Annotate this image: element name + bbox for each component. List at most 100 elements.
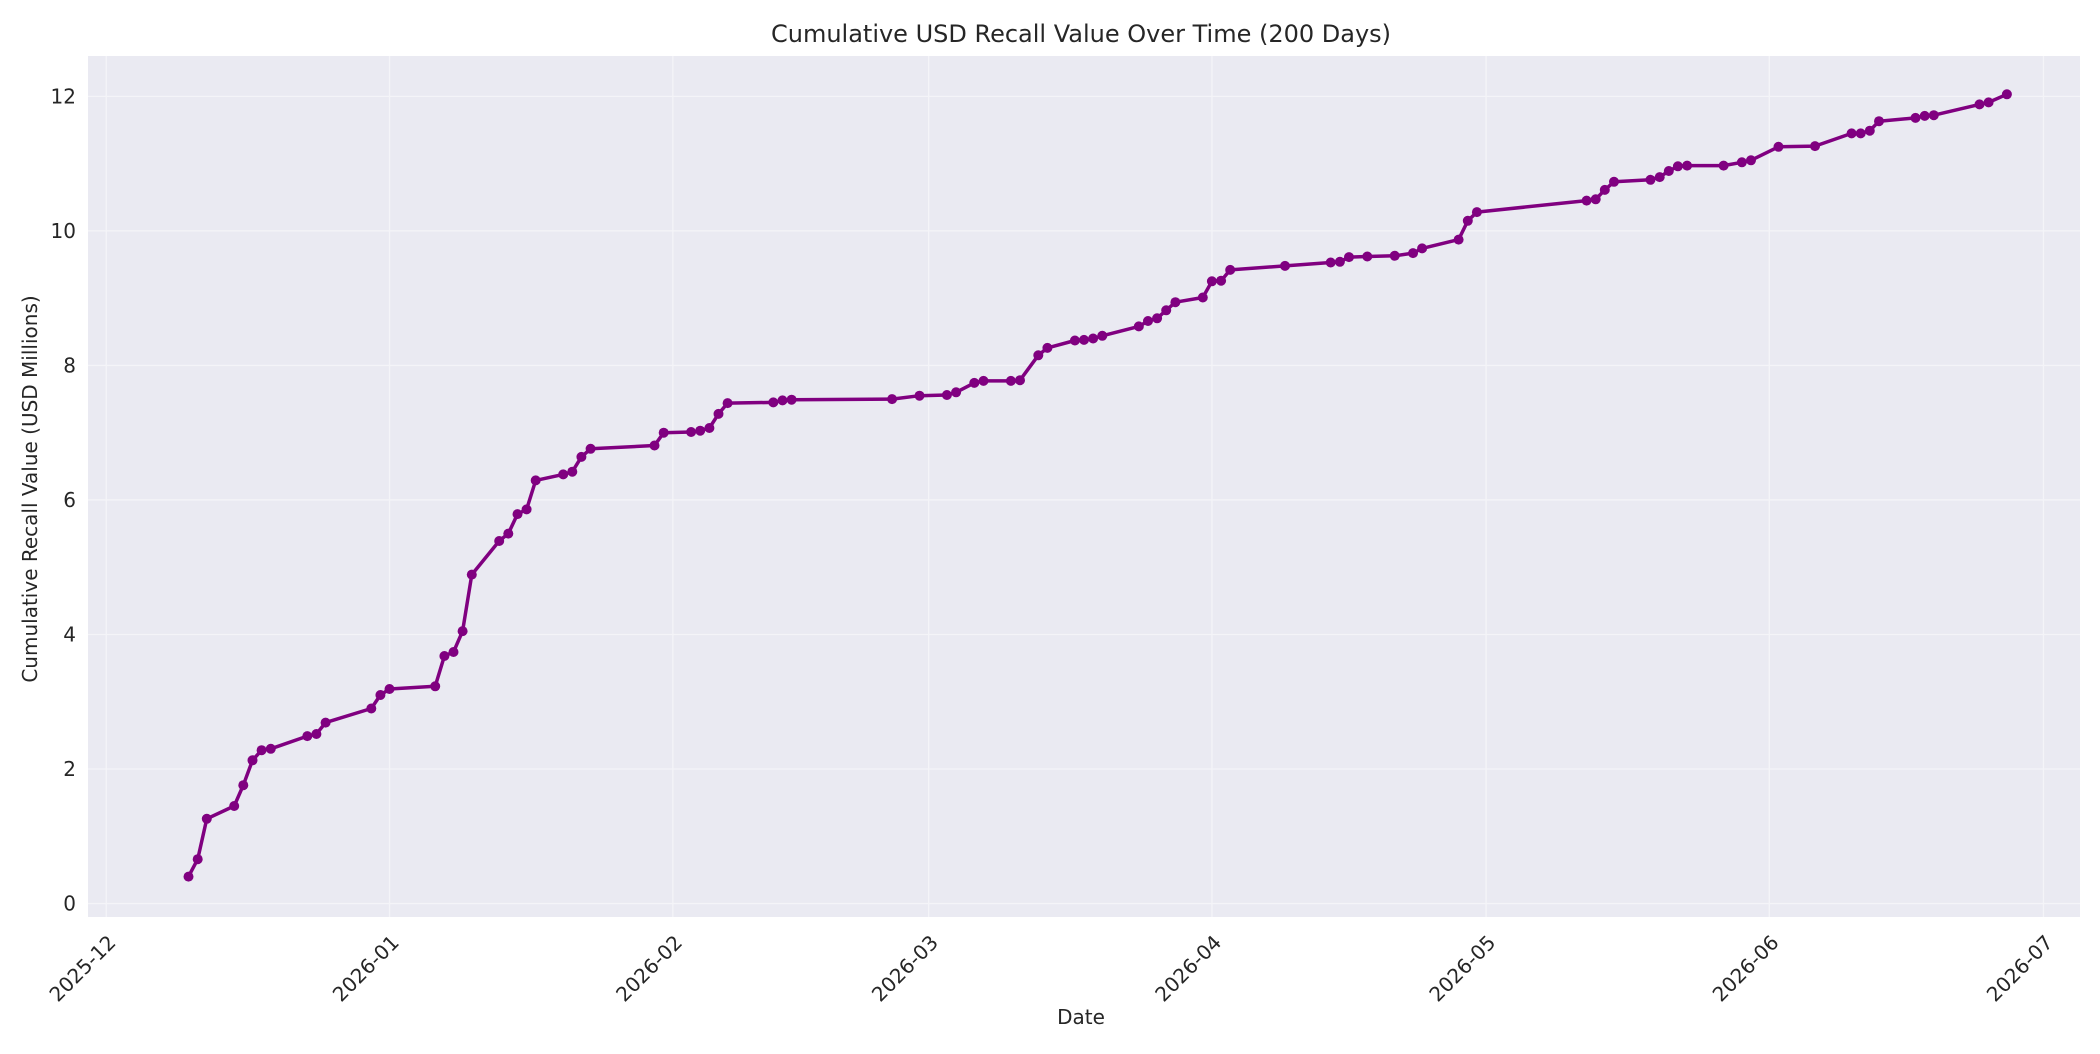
y-tick-label: 6 bbox=[63, 488, 76, 512]
data-point bbox=[1325, 257, 1336, 268]
data-point bbox=[1974, 99, 1985, 110]
data-point bbox=[1855, 128, 1866, 139]
data-point bbox=[1197, 292, 1208, 303]
data-point bbox=[686, 427, 697, 437]
data-point bbox=[1097, 330, 1108, 341]
data-point bbox=[320, 717, 331, 728]
data-point bbox=[1206, 276, 1217, 287]
x-axis-label: Date bbox=[1057, 1005, 1105, 1029]
data-point bbox=[1654, 172, 1665, 183]
data-point bbox=[521, 504, 532, 515]
data-point bbox=[1069, 335, 1080, 346]
data-point bbox=[1874, 116, 1884, 127]
data-point bbox=[1718, 160, 1729, 171]
data-point bbox=[1362, 251, 1373, 262]
data-point bbox=[2001, 89, 2012, 100]
data-point bbox=[1042, 342, 1053, 353]
data-point bbox=[558, 469, 569, 480]
data-point bbox=[722, 398, 733, 409]
data-point bbox=[695, 425, 706, 436]
data-point bbox=[430, 681, 441, 692]
data-point bbox=[768, 397, 779, 408]
y-axis-ticks: 0 2 4 6 8 10 12 bbox=[51, 84, 76, 915]
data-point bbox=[256, 745, 267, 756]
data-point bbox=[494, 536, 505, 546]
data-point bbox=[1928, 110, 1939, 121]
data-point bbox=[1152, 313, 1163, 324]
data-point bbox=[658, 427, 669, 438]
data-point bbox=[1170, 297, 1181, 308]
data-point bbox=[1417, 243, 1428, 254]
data-point bbox=[1005, 375, 1016, 386]
series-group bbox=[183, 89, 2012, 882]
data-point bbox=[1773, 141, 1784, 152]
plot-area bbox=[88, 56, 2080, 917]
data-point bbox=[576, 451, 587, 462]
data-point bbox=[1599, 184, 1610, 195]
data-point bbox=[1462, 215, 1473, 226]
data-point bbox=[1672, 161, 1683, 172]
data-point bbox=[951, 387, 962, 398]
data-point bbox=[1225, 264, 1236, 275]
data-point bbox=[512, 509, 523, 520]
data-point bbox=[649, 440, 660, 451]
data-point bbox=[1810, 141, 1820, 152]
y-tick-label: 0 bbox=[63, 892, 76, 916]
data-point bbox=[229, 801, 240, 811]
data-point bbox=[1983, 97, 1994, 108]
data-point bbox=[366, 703, 377, 714]
y-tick-label: 10 bbox=[51, 219, 76, 243]
data-point bbox=[914, 390, 925, 401]
data-point bbox=[503, 528, 514, 539]
data-point bbox=[1033, 350, 1044, 361]
data-point bbox=[1682, 160, 1693, 171]
data-point bbox=[704, 423, 715, 433]
data-point bbox=[384, 684, 395, 694]
data-point bbox=[375, 690, 386, 700]
y-tick-label: 8 bbox=[63, 353, 76, 377]
data-point bbox=[1088, 333, 1099, 344]
data-point bbox=[1910, 112, 1921, 123]
data-point bbox=[1408, 248, 1418, 259]
data-point bbox=[1864, 125, 1875, 136]
data-point bbox=[448, 647, 459, 657]
data-point bbox=[439, 651, 450, 661]
data-point bbox=[1216, 275, 1227, 286]
grid-lines bbox=[88, 56, 2080, 917]
data-point bbox=[1453, 234, 1464, 245]
data-point bbox=[713, 408, 724, 419]
data-point bbox=[247, 755, 258, 766]
chart-title: Cumulative USD Recall Value Over Time (2… bbox=[771, 20, 1391, 48]
data-point bbox=[1079, 334, 1089, 345]
data-point bbox=[1736, 157, 1747, 168]
data-point bbox=[466, 569, 477, 580]
data-point bbox=[941, 390, 952, 400]
y-axis-label: Cumulative Recall Value (USD Millions) bbox=[18, 295, 42, 682]
data-point bbox=[1161, 305, 1172, 316]
data-point bbox=[1344, 252, 1354, 263]
data-point bbox=[1846, 128, 1857, 139]
data-point bbox=[1389, 250, 1400, 261]
data-point bbox=[457, 626, 468, 637]
y-tick-label: 4 bbox=[63, 622, 76, 646]
y-tick-label: 2 bbox=[63, 757, 76, 781]
data-point bbox=[1581, 195, 1592, 206]
data-point bbox=[1280, 260, 1290, 271]
data-point bbox=[1590, 194, 1601, 205]
data-point bbox=[777, 395, 788, 406]
data-point bbox=[530, 475, 541, 486]
data-point bbox=[1645, 174, 1656, 185]
data-point bbox=[1334, 256, 1345, 267]
data-point bbox=[183, 871, 194, 882]
data-point bbox=[238, 780, 249, 791]
data-point bbox=[1143, 316, 1153, 326]
data-point bbox=[302, 731, 313, 742]
data-point bbox=[567, 466, 578, 477]
data-point bbox=[201, 813, 212, 824]
data-point bbox=[192, 854, 203, 865]
data-point bbox=[887, 394, 898, 405]
data-point bbox=[1919, 110, 1930, 121]
data-point bbox=[969, 377, 980, 388]
data-point bbox=[1133, 321, 1144, 332]
data-point bbox=[265, 743, 276, 754]
